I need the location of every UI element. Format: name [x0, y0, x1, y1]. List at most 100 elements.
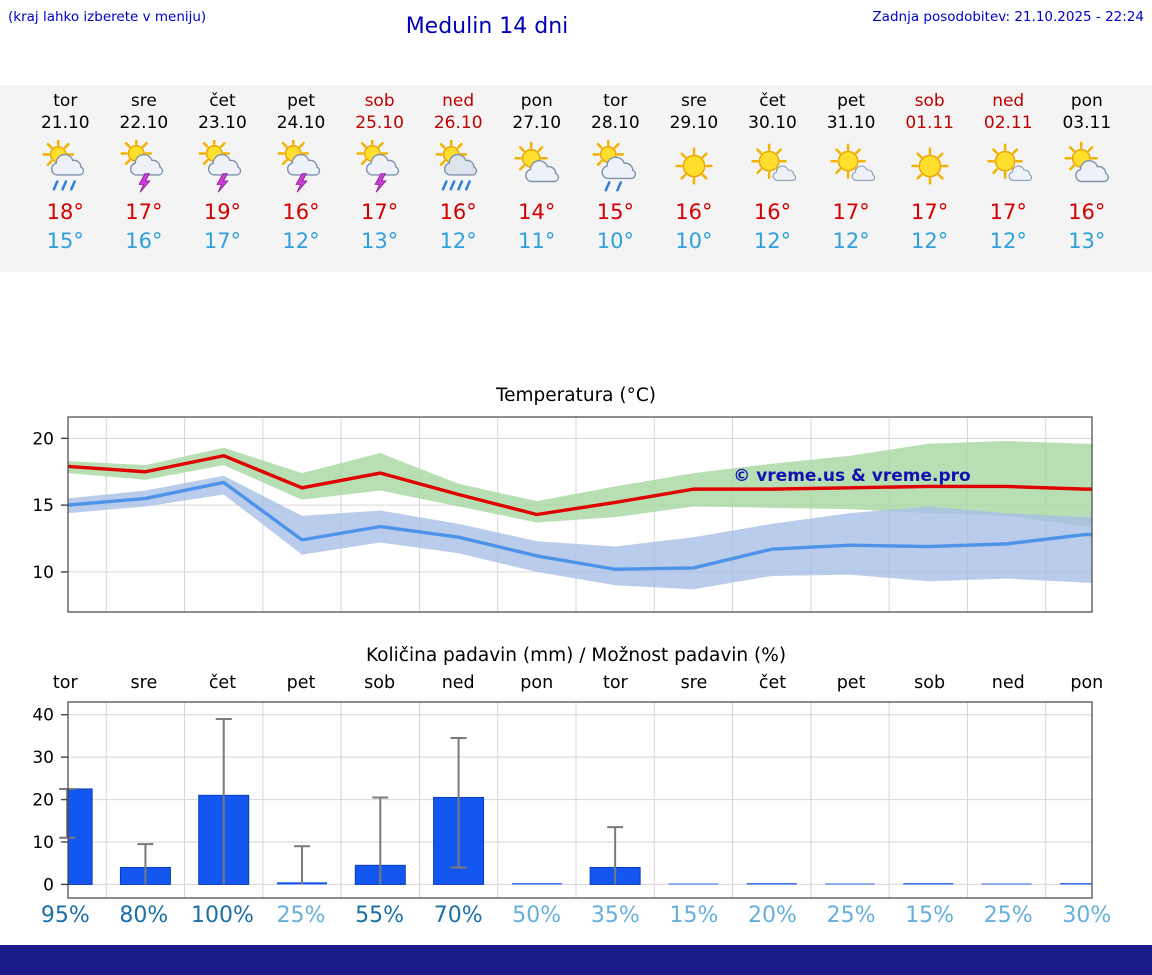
day-date: 22.10: [119, 113, 169, 134]
precip-probability-value: 95%: [40, 903, 90, 928]
page-title: Medulin 14 dni: [405, 14, 569, 39]
low-temperature: 12°: [832, 229, 870, 254]
precipitation-chart: 0 10 20 30 40: [32, 701, 1093, 899]
day-name: čet: [759, 91, 786, 111]
day-date: 28.10: [591, 113, 640, 134]
day-name: sob: [914, 91, 945, 111]
sun-icon: [901, 140, 959, 194]
sun-icon: [665, 140, 723, 194]
forecast-day-column[interactable]: ned 26.10 16° 12°: [419, 90, 498, 272]
high-temperature: 17°: [911, 200, 949, 225]
temp-series-lines: [68, 454, 1092, 571]
temperature-chart: 10 15 20 © vreme.us & vreme.pro: [32, 416, 1093, 613]
forecast-day-column[interactable]: pet 24.10 16° 12°: [262, 90, 341, 272]
mostly-sunny-icon: [743, 140, 801, 194]
forecast-day-column[interactable]: pon 03.11 16° 13°: [1048, 90, 1127, 272]
day-name: ned: [992, 91, 1025, 111]
day-date: 30.10: [748, 113, 797, 134]
day-date: 01.11: [905, 113, 954, 134]
day-date: 21.10: [40, 113, 90, 134]
high-temperature: 16°: [675, 200, 713, 225]
precip-probability-value: 25%: [826, 903, 876, 928]
forecast-day-column[interactable]: sre 29.10 16° 10°: [655, 90, 734, 272]
sun-storm-icon: [351, 137, 409, 194]
forecast-day-column[interactable]: ned 02.11 17° 12°: [969, 90, 1048, 272]
svg-text:30: 30: [32, 748, 54, 768]
forecast-day-column[interactable]: čet 30.10 16° 12°: [733, 90, 812, 272]
precip-day-label: sre: [680, 673, 708, 693]
day-name: pon: [520, 91, 553, 111]
precip-probability-value: 80%: [119, 903, 169, 928]
temp-range-bands: [68, 441, 1092, 590]
sun-drizzle-icon: [586, 138, 644, 194]
svg-text:10: 10: [32, 563, 54, 583]
low-temperature: 10°: [596, 229, 634, 254]
day-name: pet: [837, 91, 866, 111]
day-name: sre: [130, 91, 157, 111]
mostly-sunny-icon: [979, 140, 1037, 194]
precip-day-label: tor: [602, 673, 628, 693]
day-date: 02.11: [983, 113, 1033, 134]
high-temperature: 17°: [125, 200, 163, 225]
vreme-watermark-link[interactable]: © vreme.us & vreme.pro: [733, 466, 970, 486]
low-temperature: 13°: [360, 229, 399, 254]
forecast-day-column[interactable]: pet 31.10 17° 12°: [812, 90, 891, 272]
sun-cloud-icon: [508, 140, 566, 194]
precip-probability-value: 20%: [748, 903, 797, 928]
day-name: ned: [442, 91, 475, 111]
high-temperature: 15°: [596, 200, 634, 225]
precip-day-label: pet: [286, 673, 316, 693]
precip-probability-value: 30%: [1062, 903, 1112, 928]
day-date: 29.10: [669, 113, 719, 134]
precip-y-axis: 0 10 20 30 40: [32, 706, 68, 895]
footer-bar: [0, 945, 1152, 975]
high-temperature: 18°: [46, 200, 84, 225]
high-temperature: 14°: [518, 200, 556, 225]
day-date: 26.10: [433, 113, 483, 134]
day-date: 23.10: [198, 113, 247, 134]
low-temperature: 10°: [675, 229, 713, 254]
svg-text:15: 15: [32, 496, 54, 516]
day-name: tor: [603, 91, 628, 111]
precip-probability-value: 100%: [190, 903, 254, 928]
forecast-day-column[interactable]: čet 23.10 19° 17°: [183, 90, 262, 272]
low-temperature: 16°: [125, 229, 163, 254]
day-name: pon: [1070, 91, 1103, 111]
sun-cloud-icon: [1058, 140, 1116, 194]
day-date: 27.10: [512, 113, 562, 134]
low-temperature: 11°: [518, 229, 556, 254]
precip-day-label: sob: [914, 673, 946, 693]
high-temperature: 16°: [439, 200, 477, 225]
forecast-strip: tor 21.10 18° 15° sre 22.10 17° 16° čet …: [0, 85, 1152, 272]
precipitation-chart-title: Količina padavin (mm) / Možnost padavin …: [365, 645, 787, 666]
precip-day-label: čet: [758, 673, 787, 693]
precip-probability-value: 25%: [983, 903, 1033, 928]
sun-rain-heavy-icon: [429, 138, 487, 194]
precip-day-label: sre: [130, 673, 158, 693]
day-name: tor: [53, 91, 78, 111]
precip-day-label: čet: [208, 673, 237, 693]
precip-whiskers: [59, 717, 624, 885]
sun-storm-icon: [193, 137, 251, 194]
low-temperature: 12°: [282, 229, 320, 254]
high-temperature: 16°: [282, 200, 320, 225]
precip-day-label: ned: [441, 673, 475, 693]
svg-text:10: 10: [32, 833, 54, 853]
mostly-sunny-icon: [822, 140, 880, 194]
forecast-day-column[interactable]: sob 25.10 17° 13°: [340, 90, 419, 272]
high-temperature: 17°: [360, 200, 399, 225]
day-name: sob: [364, 91, 395, 111]
forecast-day-column[interactable]: pon 27.10 14° 11°: [497, 90, 576, 272]
low-temperature: 15°: [46, 229, 84, 254]
precip-probability-value: 25%: [276, 903, 326, 928]
forecast-day-column[interactable]: sre 22.10 17° 16°: [105, 90, 184, 272]
forecast-day-column[interactable]: tor 21.10 18° 15°: [26, 90, 105, 272]
precip-day-label: sob: [364, 673, 396, 693]
menu-hint-text: (kraj lahko izberete v meniju): [8, 9, 207, 25]
precip-day-label: tor: [52, 673, 78, 693]
low-temperature: 12°: [989, 229, 1027, 254]
low-temperature: 17°: [203, 229, 242, 254]
forecast-day-column[interactable]: tor 28.10 15° 10°: [576, 90, 655, 272]
forecast-day-column[interactable]: sob 01.11 17° 12°: [890, 90, 969, 272]
svg-text:0: 0: [43, 875, 54, 895]
